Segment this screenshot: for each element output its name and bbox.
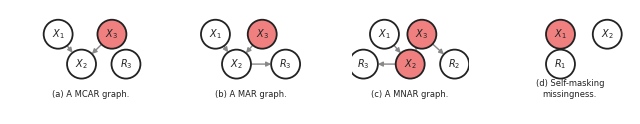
Text: $R_{1}$: $R_{1}$ [554,57,566,71]
Text: $X_{1}$: $X_{1}$ [209,27,222,41]
Ellipse shape [201,20,230,49]
Ellipse shape [546,50,575,79]
Text: $X_{2}$: $X_{2}$ [76,57,88,71]
Text: (c) A MNAR graph.: (c) A MNAR graph. [371,90,449,99]
Text: $X_{3}$: $X_{3}$ [256,27,269,41]
Text: (b) A MAR graph.: (b) A MAR graph. [214,90,287,99]
Ellipse shape [222,50,251,79]
Ellipse shape [546,20,575,49]
Text: $X_{3}$: $X_{3}$ [415,27,428,41]
Text: $R_{2}$: $R_{2}$ [449,57,461,71]
Ellipse shape [593,20,621,49]
Ellipse shape [67,50,96,79]
Text: $X_{2}$: $X_{2}$ [230,57,243,71]
Ellipse shape [271,50,300,79]
Text: $X_{1}$: $X_{1}$ [554,27,567,41]
Text: $X_{2}$: $X_{2}$ [601,27,614,41]
Text: $R_{3}$: $R_{3}$ [357,57,370,71]
Text: $X_{1}$: $X_{1}$ [52,27,65,41]
Text: (a) A MCAR graph.: (a) A MCAR graph. [52,90,129,99]
Text: (d) Self-masking
missingness.: (d) Self-masking missingness. [536,79,604,99]
Text: $X_{1}$: $X_{1}$ [378,27,391,41]
Ellipse shape [97,20,127,49]
Text: $R_{3}$: $R_{3}$ [120,57,132,71]
Text: $X_{2}$: $X_{2}$ [404,57,417,71]
Ellipse shape [396,50,425,79]
Ellipse shape [44,20,72,49]
Ellipse shape [408,20,436,49]
Ellipse shape [349,50,378,79]
Ellipse shape [370,20,399,49]
Text: $R_{3}$: $R_{3}$ [279,57,292,71]
Text: $X_{3}$: $X_{3}$ [106,27,118,41]
Ellipse shape [111,50,140,79]
Ellipse shape [248,20,276,49]
Ellipse shape [440,50,469,79]
